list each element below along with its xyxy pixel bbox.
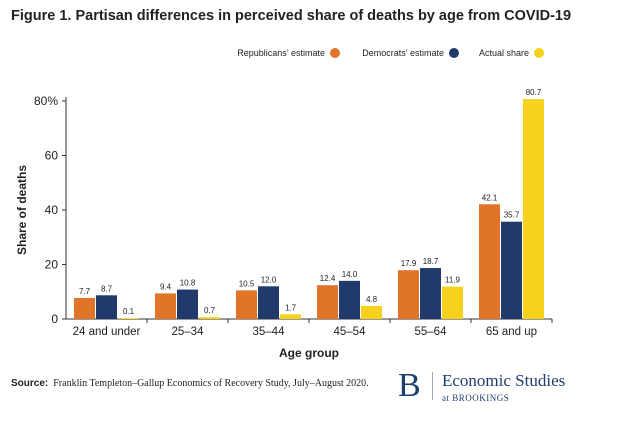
legend-label: Actual share — [479, 48, 529, 58]
data-label: 10.8 — [180, 279, 196, 288]
data-label: 7.7 — [79, 287, 91, 296]
bar — [317, 285, 338, 319]
bar — [177, 289, 198, 319]
data-label: 0.7 — [204, 306, 216, 315]
data-label: 17.9 — [401, 259, 417, 268]
data-label: 9.4 — [160, 282, 172, 291]
bar — [479, 204, 500, 319]
y-tick-label: 60 — [45, 149, 59, 163]
data-label: 18.7 — [423, 257, 439, 266]
data-label: 11.9 — [445, 276, 461, 285]
brand-subtitle: at BROOKINGS — [442, 393, 510, 403]
bar — [96, 295, 117, 319]
data-label: 12.4 — [320, 274, 336, 283]
brand-divider — [432, 372, 433, 400]
brookings-logo: B Economic Studies at BROOKINGS — [398, 366, 613, 406]
y-tick-label: 80% — [34, 94, 58, 108]
bar — [155, 293, 176, 319]
bar — [236, 290, 257, 319]
bar — [523, 99, 544, 319]
data-label: 35.7 — [504, 211, 520, 220]
x-tick-label: 24 and under — [73, 326, 141, 338]
data-label: 4.8 — [366, 295, 378, 304]
x-tick-label: 35–44 — [253, 326, 286, 338]
data-label: 12.0 — [261, 275, 277, 284]
y-tick-label: 20 — [45, 258, 59, 272]
chart-title: Figure 1. Partisan differences in percei… — [11, 8, 572, 24]
legend-marker — [449, 48, 459, 58]
x-tick-label: 55–64 — [415, 326, 448, 338]
y-tick-label: 40 — [45, 203, 59, 217]
bar — [199, 317, 220, 319]
bar — [118, 318, 139, 319]
x-tick-label: 45–54 — [334, 326, 367, 338]
source-note: Source: Franklin Templeton–Gallup Econom… — [11, 378, 369, 389]
bar — [442, 286, 463, 319]
bar — [398, 270, 419, 319]
brand-name: Economic Studies — [442, 371, 566, 390]
bar — [74, 298, 95, 319]
data-label: 10.5 — [239, 279, 255, 288]
x-tick-label: 65 and up — [486, 326, 537, 338]
legend-label: Democrats’ estimate — [362, 48, 444, 58]
source-text: Franklin Templeton–Gallup Economics of R… — [53, 378, 369, 389]
bar — [361, 305, 382, 319]
bar — [258, 286, 279, 319]
bar — [339, 280, 360, 319]
data-label: 1.7 — [285, 303, 297, 312]
data-label: 8.7 — [101, 284, 113, 293]
legend-marker — [330, 48, 340, 58]
legend-label: Republicans’ estimate — [237, 48, 325, 58]
x-axis-title: Age group — [279, 346, 339, 360]
data-label: 80.7 — [526, 88, 542, 97]
bar-chart: 0 20 40 60 80% Share of deaths 7.7 8.7 0.1 24 and… — [15, 48, 553, 360]
data-label: 42.1 — [482, 193, 498, 202]
y-tick-label: 0 — [51, 312, 58, 326]
bar — [420, 268, 441, 319]
x-tick-label: 25–34 — [172, 326, 205, 338]
data-label: 14.0 — [342, 270, 358, 279]
brand-mark: B — [398, 367, 421, 404]
bar — [280, 314, 301, 319]
legend-marker — [534, 48, 544, 58]
source-prefix: Source: — [11, 378, 49, 389]
data-label: 0.1 — [123, 307, 135, 316]
y-axis-title: Share of deaths — [15, 165, 29, 255]
bar — [501, 221, 522, 319]
